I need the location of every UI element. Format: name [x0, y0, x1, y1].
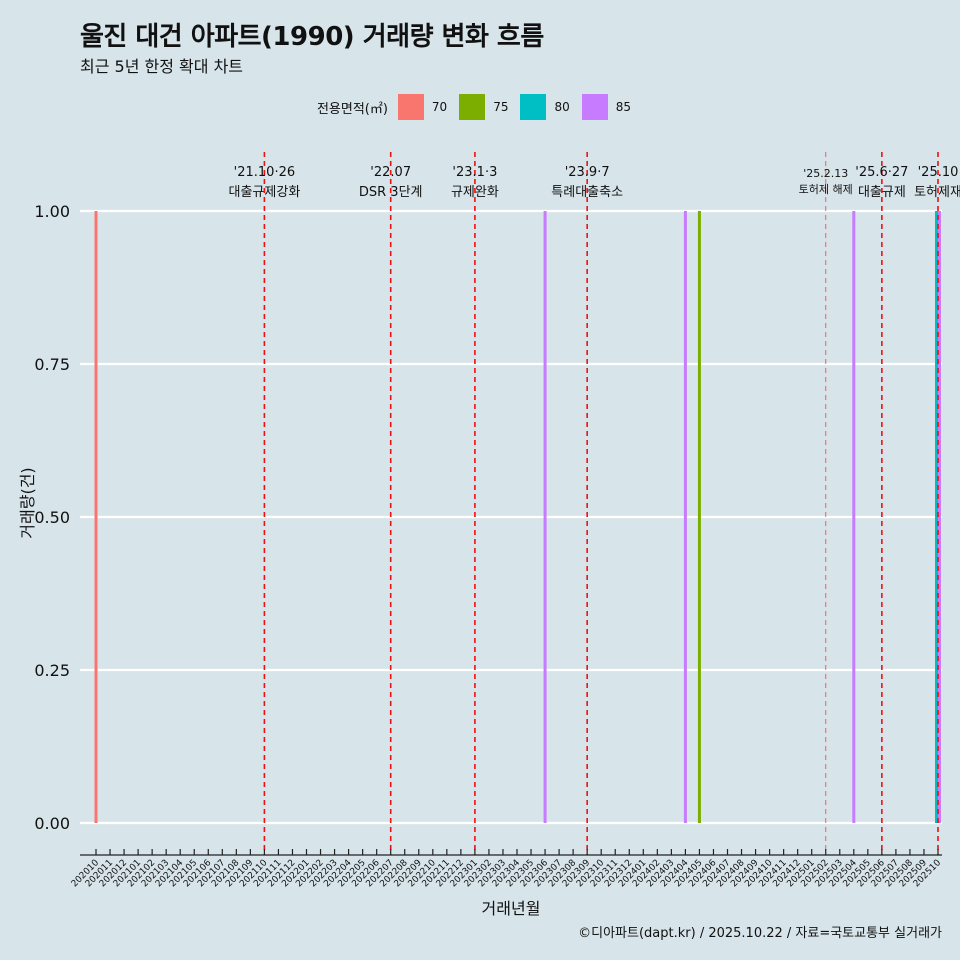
legend: 전용면적(㎡) 70 75 80 85 — [0, 92, 960, 122]
x-axis-title: 거래년월 — [482, 899, 541, 918]
event-date: '25.10 — [918, 165, 959, 180]
y-axis-title: 거래량(건) — [18, 467, 37, 538]
legend-item-85: 85 — [581, 94, 635, 120]
y-tick-label: 0.75 — [34, 355, 70, 374]
event-date: '21.10·26 — [234, 165, 295, 180]
event-label: 규제완화 — [451, 185, 499, 200]
event-label: 토허제재 — [914, 185, 960, 200]
bar-85-202504 — [852, 211, 856, 823]
chart-title: 울진 대건 아파트(1990) 거래량 변화 흐름 — [80, 22, 544, 52]
bar-80-202510 — [935, 211, 938, 823]
event-date: '23.1·3 — [452, 165, 497, 180]
y-tick-label: 1.00 — [34, 202, 70, 221]
y-tick-label: 0.25 — [34, 661, 70, 680]
event-label: 대출규제 — [858, 185, 906, 200]
bar-85-202510 — [938, 211, 941, 823]
event-date: '25.2.13 — [803, 167, 848, 180]
legend-label-70: 70 — [431, 100, 448, 114]
event-date: '22.07 — [370, 165, 411, 180]
y-tick-label: 0.50 — [34, 508, 70, 527]
event-label: 토허제 해제 — [799, 182, 853, 196]
legend-label-75: 75 — [493, 100, 509, 114]
legend-swatch-85 — [581, 94, 608, 120]
event-label: 특례대출축소 — [551, 185, 623, 200]
legend-title: 전용면적(㎡) — [316, 101, 388, 117]
legend-swatch-80 — [520, 94, 547, 120]
legend-item-80: 80 — [520, 94, 573, 120]
legend-swatch-70 — [397, 94, 424, 120]
legend-item-70: 70 — [397, 94, 451, 120]
y-tick-label: 0.00 — [34, 814, 70, 833]
event-label: DSR 3단계 — [359, 185, 423, 200]
source-caption: ©디아파트(dapt.kr) / 2025.10.22 / 자료=국토교통부 실… — [578, 926, 942, 941]
legend-label-80: 80 — [554, 100, 570, 114]
bar-75-202405 — [697, 211, 701, 823]
bar-85-202306 — [543, 211, 547, 823]
event-label: 대출규제강화 — [229, 185, 301, 200]
legend-label-85: 85 — [615, 100, 632, 114]
bar-85-202404 — [683, 211, 687, 823]
legend-item-75: 75 — [459, 94, 512, 120]
legend-swatch-75 — [459, 94, 486, 120]
bar-70-202010 — [94, 211, 98, 823]
event-date: '23.9·7 — [565, 165, 610, 180]
event-date: '25.6·27 — [855, 165, 908, 180]
chart-subtitle: 최근 5년 한정 확대 차트 — [80, 57, 244, 76]
